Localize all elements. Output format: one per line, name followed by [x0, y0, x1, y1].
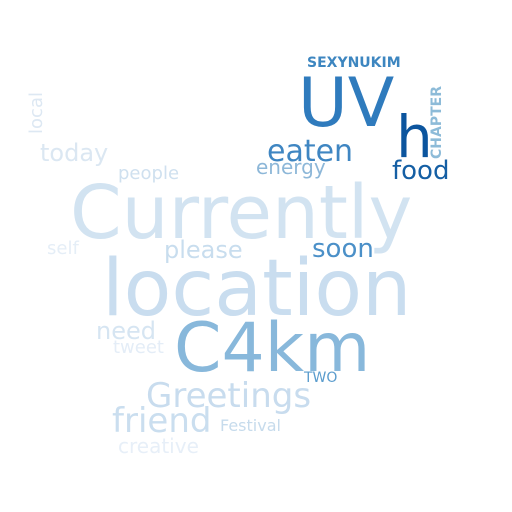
word-energy: energy [256, 155, 326, 179]
word-friend: friend [112, 401, 212, 441]
word-eaten: eaten [267, 134, 354, 169]
word-festival: Festival [220, 416, 281, 435]
word-two: TWO [304, 370, 338, 386]
word-tweet: tweet [113, 337, 164, 358]
word-creative: creative [118, 434, 199, 458]
word-chapter: CHAPTER [429, 86, 445, 159]
word-uv: UV [298, 64, 395, 143]
word-h: h [396, 103, 433, 171]
word-currently: Currently [70, 170, 413, 256]
word-need: need [96, 317, 156, 345]
word-self: self [47, 238, 79, 259]
word-today: today [40, 139, 109, 167]
word-food: food [392, 156, 450, 186]
word-local: local [26, 92, 47, 134]
word-greetings: Greetings [146, 376, 312, 416]
word-location: location [102, 244, 412, 334]
word-sexynukim: SEXYNUKIM [307, 55, 401, 71]
word-people: people [118, 163, 180, 184]
word-soon: soon [312, 234, 374, 264]
word-c4km: C4km [174, 309, 371, 388]
word-please: please [164, 236, 243, 264]
